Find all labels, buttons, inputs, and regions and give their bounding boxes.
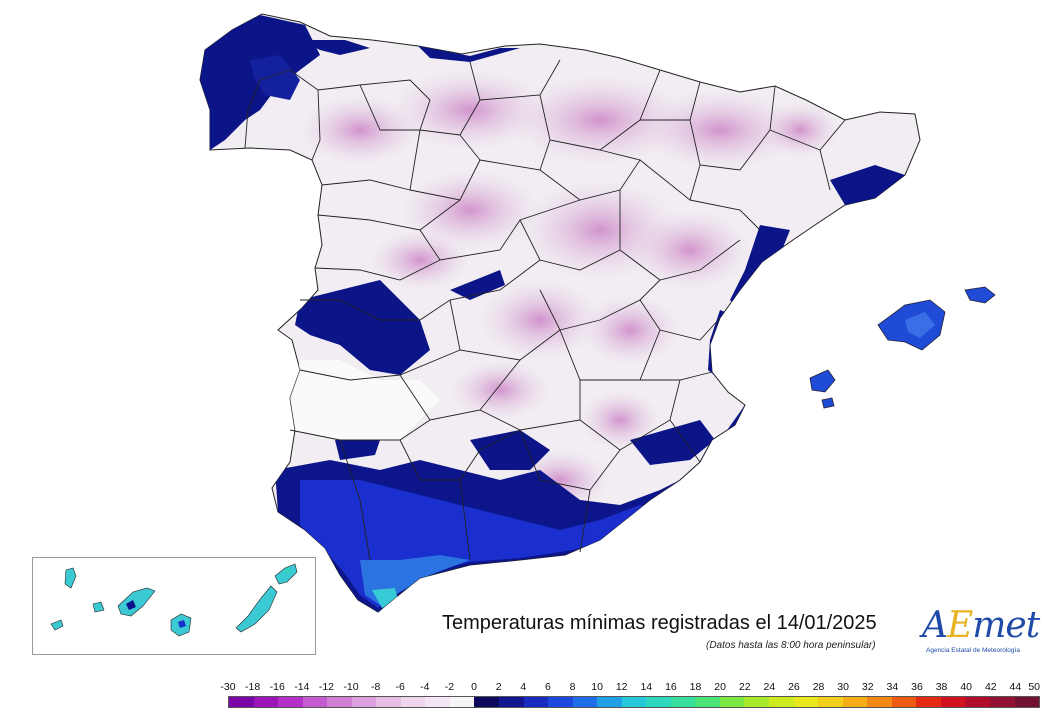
legend-label: 30: [837, 681, 849, 693]
legend-color-cell: [744, 697, 770, 707]
legend-color-cell: [425, 697, 450, 707]
legend-label: 12: [615, 681, 628, 693]
legend-color-cell: [621, 697, 647, 707]
canary-island-lanzarote: [274, 563, 298, 585]
legend-label: -8: [370, 681, 381, 693]
legend-color-cell: [916, 697, 941, 707]
canary-island-la-palma: [64, 567, 77, 589]
legend-label: 18: [689, 681, 702, 693]
legend-label: 36: [911, 681, 923, 693]
legend-label: 26: [788, 681, 800, 693]
legend-label: 14: [640, 681, 653, 693]
legend-color-cell: [695, 697, 720, 707]
legend-color-cell: [548, 697, 573, 707]
legend-label: 20: [714, 681, 726, 693]
legend-color-cell: [474, 697, 500, 707]
map-title: Temperaturas mínimas registradas el 14/0…: [442, 612, 877, 634]
aemet-logo: AEmet Agencia Estatal de Meteorología: [922, 603, 1040, 659]
legend-label: 32: [861, 681, 874, 693]
legend-color-cell: [376, 697, 401, 707]
legend-color-cell: [646, 697, 671, 707]
canary-islands-inset: [32, 557, 316, 655]
legend-label: -14: [294, 681, 310, 693]
legend-labels: -30 -18 -16 -14 -12 -10 -8 -6 -4 -2 0 2 4 6 8 10 12 14 16 1…: [220, 681, 1040, 695]
legend-color-cell: [769, 697, 794, 707]
legend-color-cell: [867, 697, 892, 707]
legend-label: 28: [812, 681, 825, 693]
legend-color-cell: [253, 697, 279, 707]
legend-label: 0: [471, 681, 477, 693]
legend-color-cell: [891, 697, 917, 707]
legend-label: 50: [1028, 681, 1040, 693]
legend-label: 42: [984, 681, 997, 693]
legend-label: -12: [318, 681, 335, 693]
legend-color-cell: [965, 697, 990, 707]
canary-island-el-hierro: [50, 619, 64, 631]
legend-label: 4: [520, 681, 527, 693]
legend-color-cell: [572, 697, 598, 707]
legend-label: 8: [569, 681, 576, 693]
legend-color-cell: [818, 697, 843, 707]
legend-color-cell: [842, 697, 868, 707]
legend-color-cell: [523, 697, 549, 707]
legend-label: -30: [220, 681, 236, 693]
legend-color-cell: [793, 697, 819, 707]
legend-label: -4: [420, 681, 430, 693]
legend-color-cell: [499, 697, 524, 707]
aemet-logo-subtext: Agencia Estatal de Meteorología: [926, 647, 1020, 654]
legend-color-cell: [989, 697, 1015, 707]
legend-label: -16: [269, 681, 285, 693]
legend-color-cell: [302, 697, 328, 707]
legend-label: 6: [544, 681, 551, 693]
legend-label: 40: [960, 681, 973, 693]
canary-island-la-gomera: [92, 601, 105, 613]
legend-label: 10: [591, 681, 603, 693]
legend-color-cell: [229, 697, 254, 707]
legend-label: -18: [245, 681, 261, 693]
legend-color-cell: [449, 697, 475, 707]
legend-color-cell: [597, 697, 622, 707]
legend-label: 38: [935, 681, 948, 693]
legend-color-cell: [351, 697, 377, 707]
legend-label: 24: [763, 681, 776, 693]
legend-color-cell: [400, 697, 426, 707]
legend-color-cell: [670, 697, 696, 707]
province-boundaries: [244, 59, 846, 561]
legend-label: -2: [444, 681, 455, 693]
legend-color-cell: [278, 697, 303, 707]
legend-label: 2: [495, 681, 502, 693]
map-subtitle: (Datos hasta las 8:00 hora peninsular): [706, 640, 876, 651]
legend-color-cell: [327, 697, 352, 707]
legend-color-bar: [228, 696, 1040, 708]
balearic-islands: [809, 286, 996, 409]
canary-island-fuerteventura: [235, 585, 278, 633]
legend-label: 44: [1009, 681, 1022, 693]
legend-label: 16: [665, 681, 677, 693]
legend-label: 22: [738, 681, 751, 693]
legend-label: -6: [395, 681, 405, 693]
legend-color-cell: [1014, 697, 1040, 707]
canary-island-tenerife: [117, 587, 156, 617]
aemet-logo-wordmark: AEmet: [922, 605, 1040, 646]
legend-label: -10: [343, 681, 359, 693]
temperature-legend: -30 -18 -16 -14 -12 -10 -8 -6 -4 -2 0 2 4 6 8 10 12 14 16 1…: [220, 681, 1040, 711]
legend-color-cell: [940, 697, 966, 707]
legend-color-cell: [719, 697, 745, 707]
legend-label: 34: [886, 681, 899, 693]
